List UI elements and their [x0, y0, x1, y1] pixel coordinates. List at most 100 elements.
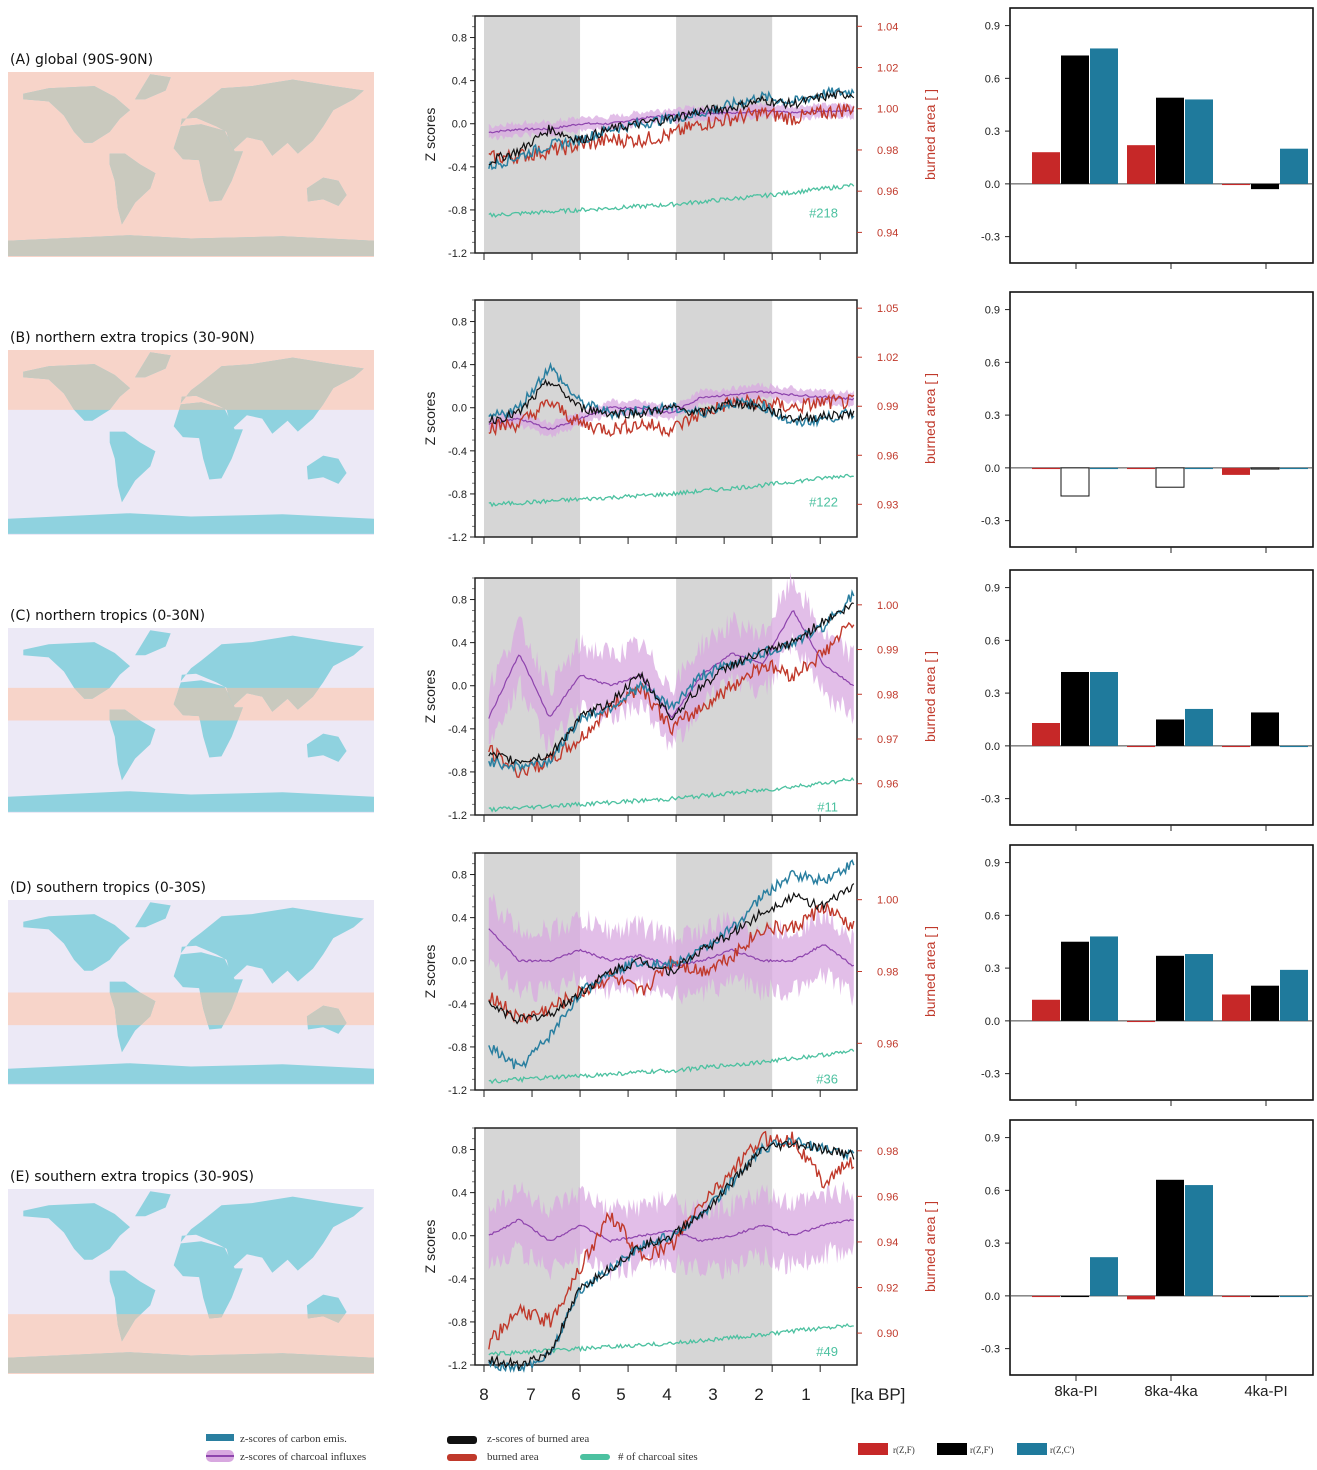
bar-zfp-0	[1061, 1295, 1089, 1298]
ytick-right: 0.92	[877, 1283, 898, 1295]
bar-category-labels: 8ka-PI 8ka-4ka 4ka-PI	[1054, 1383, 1287, 1400]
ytick-left: 0.8	[452, 33, 467, 45]
bar-ytick: 0.3	[985, 410, 1000, 422]
series-carbon	[488, 589, 855, 773]
bar-ytick: 0.0	[985, 1016, 1000, 1028]
ytick-left: -1.2	[448, 1360, 467, 1372]
bar-ytick: 0.6	[985, 1185, 1000, 1197]
ylabel-left: Z scores	[422, 670, 438, 724]
map-land-3	[180, 907, 364, 984]
ytick-left: -0.4	[448, 162, 467, 174]
bar-ytick: 0.0	[985, 1291, 1000, 1303]
ytick-left: -0.4	[448, 446, 467, 458]
panel-2: (C) northern tropics (0-30N) 0.8 0.4 0.0 -0.…	[8, 569, 1314, 831]
bar-zfp-0	[1060, 467, 1090, 497]
x-tick-1: 1	[801, 1385, 810, 1404]
ytick-left: -0.8	[448, 1317, 467, 1329]
ytick-left: -0.4	[448, 1274, 467, 1286]
map-land-in-band-3	[226, 687, 320, 712]
bar-ytick: 0.9	[985, 858, 1000, 870]
ytick-left: 0.8	[452, 1145, 467, 1157]
ytick-right: 0.93	[877, 499, 898, 511]
bar-zf-1	[1127, 1295, 1155, 1300]
legend-swatch-burned-z	[447, 1436, 477, 1444]
series-sites	[488, 473, 854, 508]
legend-burned: burned area	[487, 1451, 539, 1463]
series-sites	[488, 776, 855, 813]
bar-ytick: 0.9	[985, 1133, 1000, 1145]
x-tick-8: 8	[479, 1385, 488, 1404]
map-land-2	[135, 630, 171, 656]
sites-count-label: #218	[809, 205, 838, 220]
timeseries-0: 0.8 0.4 0.0 -0.4 -0.8 -1.2 Z scores 1.04 1.02 1.0…	[422, 15, 938, 260]
map-land-2	[135, 902, 171, 928]
map-land-in-band-4	[179, 402, 226, 410]
bar-zf-2	[1222, 1295, 1250, 1298]
panels: (A) global (90S-90N) 0.8 0.4 0.0 -0.4 -0.8 -1.…	[8, 7, 1314, 1381]
ylabel-right: burned area [ ]	[922, 1201, 938, 1292]
bar-zc-2	[1280, 467, 1308, 470]
bar-zc-2	[1280, 1295, 1308, 1298]
timeseries-4: 0.8 0.4 0.0 -0.4 -0.8 -1.2 Z scores 0.98 0.96 0.9…	[422, 1127, 938, 1374]
ytick-left: 0.4	[452, 638, 467, 650]
series-burned-z	[488, 90, 855, 166]
bar-zfp-2	[1250, 467, 1280, 470]
series-charcoal	[488, 390, 855, 431]
ylabel-left: Z scores	[422, 1220, 438, 1274]
bar-zc-0	[1090, 1257, 1118, 1296]
ytick-right: 1.02	[877, 63, 898, 75]
map-land-in-band-6	[8, 1352, 374, 1373]
timeseries-1: 0.8 0.4 0.0 -0.4 -0.8 -1.2 Z scores 1.05 1.02 0.9…	[422, 299, 938, 544]
ylabel-right: burned area [ ]	[922, 89, 938, 180]
ytick-right: 0.96	[877, 450, 898, 462]
panel-0: (A) global (90S-90N) 0.8 0.4 0.0 -0.4 -0.8 -1.…	[8, 7, 1314, 269]
x-tick-4: 4	[662, 1385, 671, 1404]
ytick-left: 0.0	[452, 956, 467, 968]
bar-zf-0	[1032, 467, 1060, 470]
bar-zc-0	[1090, 48, 1118, 184]
bar-zf-0	[1032, 1295, 1060, 1298]
sites-count-label: #11	[817, 800, 838, 815]
legend-burned-z: z-scores of burned area	[487, 1433, 589, 1445]
legend-timeseries: z-scores of carbon emis. z-scores of cha…	[206, 1433, 698, 1463]
legend-sites: # of charcoal sites	[618, 1451, 698, 1463]
map-land-in-band-4	[199, 992, 238, 1026]
ytick-left: 0.0	[452, 403, 467, 415]
bar-cat-1: 8ka-4ka	[1144, 1383, 1198, 1400]
map-land-in-band-4	[208, 1314, 224, 1319]
bars-0: 0.9 0.6 0.3 0.0 -0.3	[981, 7, 1314, 269]
bar-ytick: -0.3	[981, 794, 1000, 806]
ytick-right: 0.98	[877, 145, 898, 157]
map-land-in-band-1	[109, 709, 141, 721]
series-burned-z	[488, 883, 855, 1025]
bar-ytick: 0.6	[985, 357, 1000, 369]
ytick-left: 0.8	[452, 317, 467, 329]
panel-3: (D) southern tropics (0-30S) 0.8 0.4 0.0 -0.…	[8, 844, 1314, 1106]
timeseries-2: 0.8 0.4 0.0 -0.4 -0.8 -1.2 Z scores 1.00 0.99 0.9…	[422, 572, 938, 822]
series-burned	[488, 1130, 855, 1350]
series-charcoal-band	[488, 101, 854, 141]
ytick-left: -1.2	[448, 248, 467, 260]
legend-zf: r(Z,F)	[893, 1445, 915, 1455]
bar-zfp-2	[1251, 183, 1279, 190]
legend-swatch-zfp	[937, 1443, 967, 1455]
ytick-right: 1.02	[877, 352, 898, 364]
bar-ytick: 0.6	[985, 635, 1000, 647]
map-land-1	[109, 431, 156, 503]
bar-frame	[1009, 844, 1314, 1101]
map-land-in-band-6	[8, 235, 374, 256]
series-charcoal-band	[488, 572, 854, 754]
series-burned-z	[488, 602, 854, 765]
map-land-in-band-3	[180, 79, 364, 156]
ytick-left: -0.8	[448, 767, 467, 779]
x-tick-3: 3	[708, 1385, 717, 1404]
x-tick-5: 5	[616, 1385, 625, 1404]
sites-count-label: #122	[809, 495, 838, 510]
panel-title-4: (E) southern extra tropics (30-90S)	[10, 1169, 254, 1185]
legend-swatch-zc	[1017, 1443, 1047, 1455]
legend-bars: r(Z,F) r(Z,F') r(Z,C')	[858, 1443, 1074, 1455]
map-land-2	[135, 1191, 171, 1217]
ylabel-left: Z scores	[422, 108, 438, 162]
bar-zc-0	[1090, 672, 1118, 746]
map-4	[8, 1189, 374, 1374]
